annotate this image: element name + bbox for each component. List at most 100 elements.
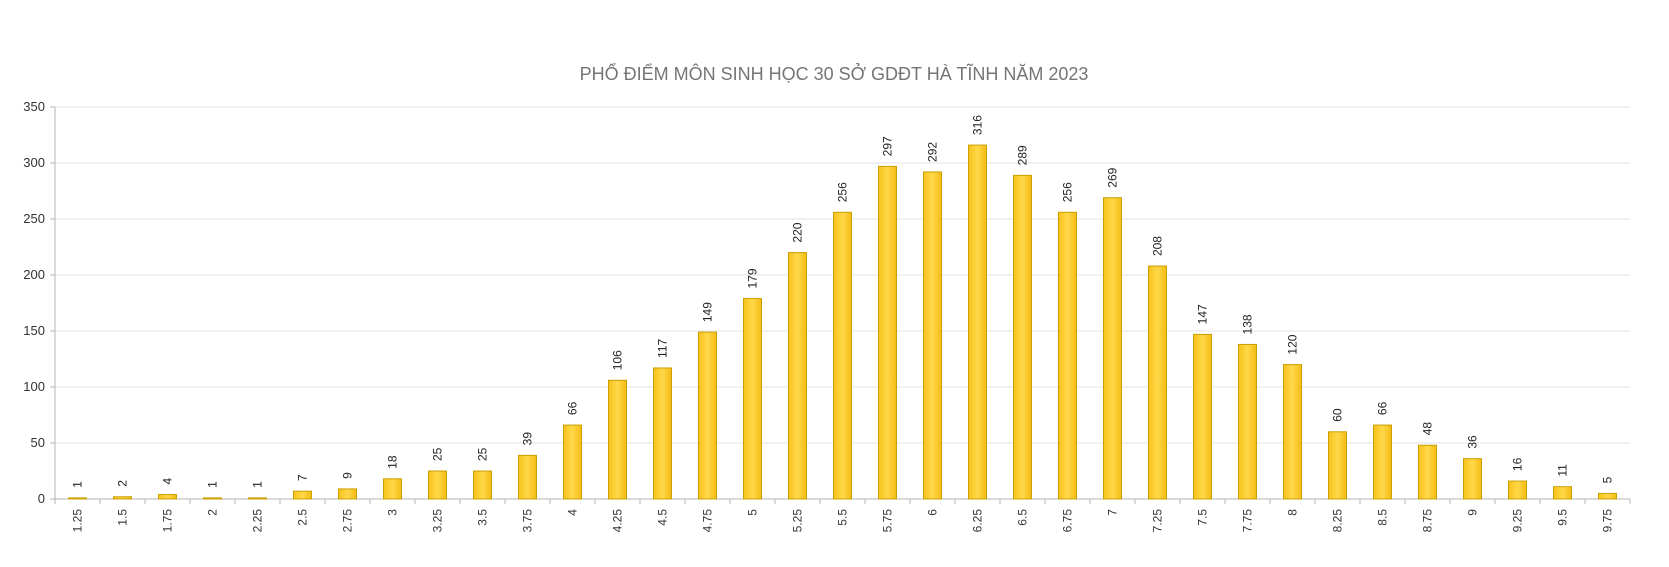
x-tick-label: 4.75 (701, 509, 715, 533)
bar (293, 490, 312, 500)
x-tick-label: 3.5 (476, 509, 490, 526)
bar (833, 211, 852, 500)
bar (473, 470, 492, 500)
data-label: 179 (746, 268, 760, 288)
x-tick-label: 2 (206, 509, 220, 516)
data-label: 36 (1466, 435, 1480, 449)
data-label: 16 (1511, 457, 1525, 471)
x-tick-label: 5.5 (836, 509, 850, 526)
y-tick-label: 50 (31, 435, 45, 450)
data-label: 48 (1421, 422, 1435, 436)
x-tick-label: 3 (386, 509, 400, 516)
bar (968, 144, 987, 500)
data-label: 106 (611, 350, 625, 370)
data-label: 297 (881, 136, 895, 156)
bar (878, 165, 897, 500)
data-label: 149 (701, 302, 715, 322)
bar (1103, 197, 1122, 500)
x-tick-label: 5.25 (791, 509, 805, 533)
x-tick-label: 5.75 (881, 509, 895, 533)
bar (698, 331, 717, 500)
bar (248, 497, 267, 500)
x-tick-label: 8 (1286, 509, 1300, 516)
x-tick-label: 1.75 (161, 509, 175, 533)
data-label: 292 (926, 142, 940, 162)
x-tick-label: 4.5 (656, 509, 670, 526)
bar (1553, 486, 1572, 500)
data-label: 1 (251, 481, 265, 488)
x-tick-label: 7.25 (1151, 509, 1165, 533)
bar (1508, 480, 1527, 500)
axes: 0 50 100 150 200 250 300 350 1.25 1.5 1.75 2 2.25 2.5… (23, 99, 1631, 533)
bar (338, 488, 357, 500)
data-label: 4 (161, 478, 175, 485)
x-tick-label: 9.25 (1511, 509, 1525, 533)
y-tick-label: 350 (23, 99, 45, 114)
x-tick-label: 4 (566, 509, 580, 516)
x-tick-label: 6.75 (1061, 509, 1075, 533)
bar (608, 379, 627, 500)
bar (428, 470, 447, 500)
bar (518, 454, 537, 500)
bar (203, 497, 222, 500)
x-tick-label: 9 (1466, 509, 1480, 516)
data-label: 66 (566, 401, 580, 415)
data-label: 269 (1106, 167, 1120, 187)
data-label: 289 (1016, 145, 1030, 165)
bar (1238, 343, 1257, 500)
bar (923, 171, 942, 500)
x-tick-label: 9.75 (1601, 509, 1615, 533)
data-label: 256 (836, 182, 850, 202)
x-tick-label: 6.25 (971, 509, 985, 533)
data-label: 1 (71, 481, 85, 488)
x-tick-label: 4.25 (611, 509, 625, 533)
data-label: 7 (296, 474, 310, 481)
x-tick-label: 3.75 (521, 509, 535, 533)
bar (1418, 444, 1437, 500)
y-tick-label: 250 (23, 211, 45, 226)
data-label: 39 (521, 432, 535, 446)
bar (113, 496, 132, 500)
data-label: 25 (476, 447, 490, 461)
data-label: 138 (1241, 314, 1255, 334)
bar (1148, 265, 1167, 500)
data-label: 1 (206, 481, 220, 488)
data-label: 18 (386, 455, 400, 469)
x-tick-label: 5 (746, 509, 760, 516)
bar (563, 424, 582, 500)
x-tick-label: 1.5 (116, 509, 130, 526)
bar (1058, 211, 1077, 500)
x-tick-label: 1.25 (71, 509, 85, 533)
x-tick-label: 2.5 (296, 509, 310, 526)
x-tick-label: 8.5 (1376, 509, 1390, 526)
data-label: 9 (341, 472, 355, 479)
data-label: 60 (1331, 408, 1345, 422)
data-label: 147 (1196, 304, 1210, 324)
bar (788, 252, 807, 500)
data-label: 316 (971, 115, 985, 135)
x-tick-label: 6 (926, 509, 940, 516)
bar (653, 367, 672, 500)
x-tick-label: 6.5 (1016, 509, 1030, 526)
data-label: 25 (431, 447, 445, 461)
bar (383, 478, 402, 500)
x-tick-label: 2.25 (251, 509, 265, 533)
data-label: 256 (1061, 182, 1075, 202)
x-tick-label: 2.75 (341, 509, 355, 533)
x-tick-label: 8.25 (1331, 509, 1345, 533)
x-tick-label: 3.25 (431, 509, 445, 533)
bar (68, 497, 87, 500)
y-tick-label: 150 (23, 323, 45, 338)
bar (1328, 431, 1347, 500)
bar (1598, 492, 1617, 500)
x-tick-label: 7.5 (1196, 509, 1210, 526)
data-label: 117 (656, 339, 670, 358)
data-label: 66 (1376, 401, 1390, 415)
data-label: 5 (1601, 476, 1615, 483)
bar (743, 298, 762, 500)
y-tick-label: 100 (23, 379, 45, 394)
x-tick-label: 9.5 (1556, 509, 1570, 526)
